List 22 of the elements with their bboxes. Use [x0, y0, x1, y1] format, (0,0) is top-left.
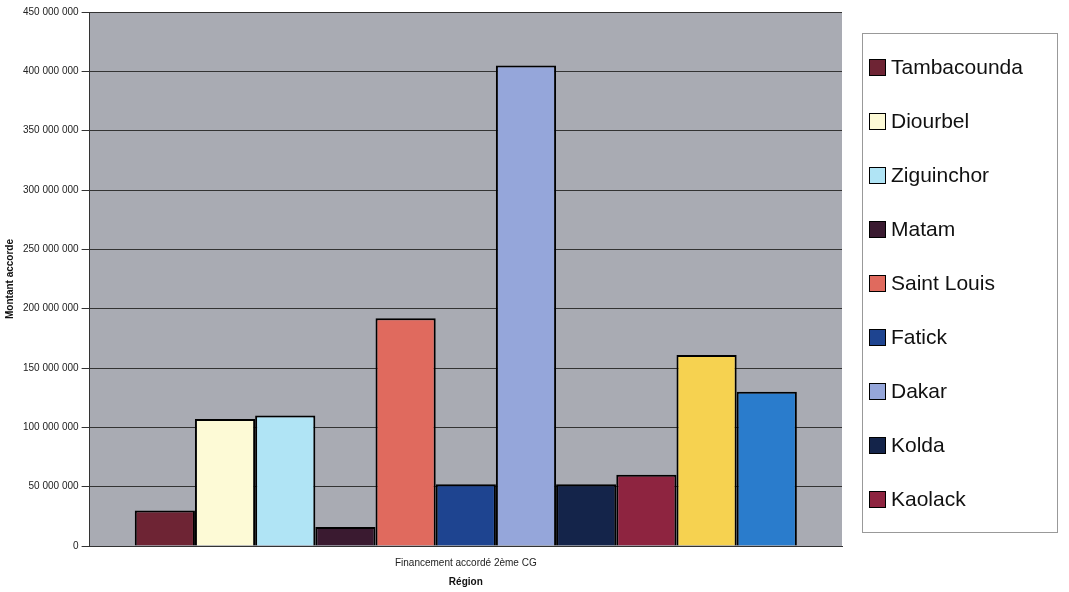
legend-label: Diourbel: [891, 109, 970, 133]
legend-label: Fatick: [891, 325, 948, 349]
legend-label: Saint Louis: [891, 271, 995, 295]
x-axis-title: Région: [448, 575, 483, 587]
y-tick-label: 400 000 000: [22, 65, 80, 77]
legend-label: Ziguinchor: [891, 163, 990, 187]
y-tick-label: 0: [73, 539, 80, 551]
y-tick-label: 300 000 000: [22, 183, 80, 195]
y-tick-label: 200 000 000: [22, 302, 80, 314]
y-tick-label: 150 000 000: [22, 361, 80, 373]
legend-label: Kolda: [891, 433, 945, 457]
x-tick-label: Financement accordé 2ème CG: [394, 556, 537, 568]
y-tick-label: 350 000 000: [22, 124, 80, 136]
y-axis-title: Montant accorde: [3, 238, 15, 320]
legend-label: Tambacounda: [891, 55, 1023, 79]
y-tick-label: 100 000 000: [22, 421, 80, 433]
legend-label: Dakar: [891, 379, 948, 403]
y-tick-label: 250 000 000: [22, 243, 80, 255]
legend-label: Matam: [891, 217, 956, 241]
y-tick-label: 450 000 000: [22, 5, 80, 17]
legend-label: Kaolack: [891, 487, 966, 511]
y-tick-label: 50 000 000: [28, 480, 80, 492]
